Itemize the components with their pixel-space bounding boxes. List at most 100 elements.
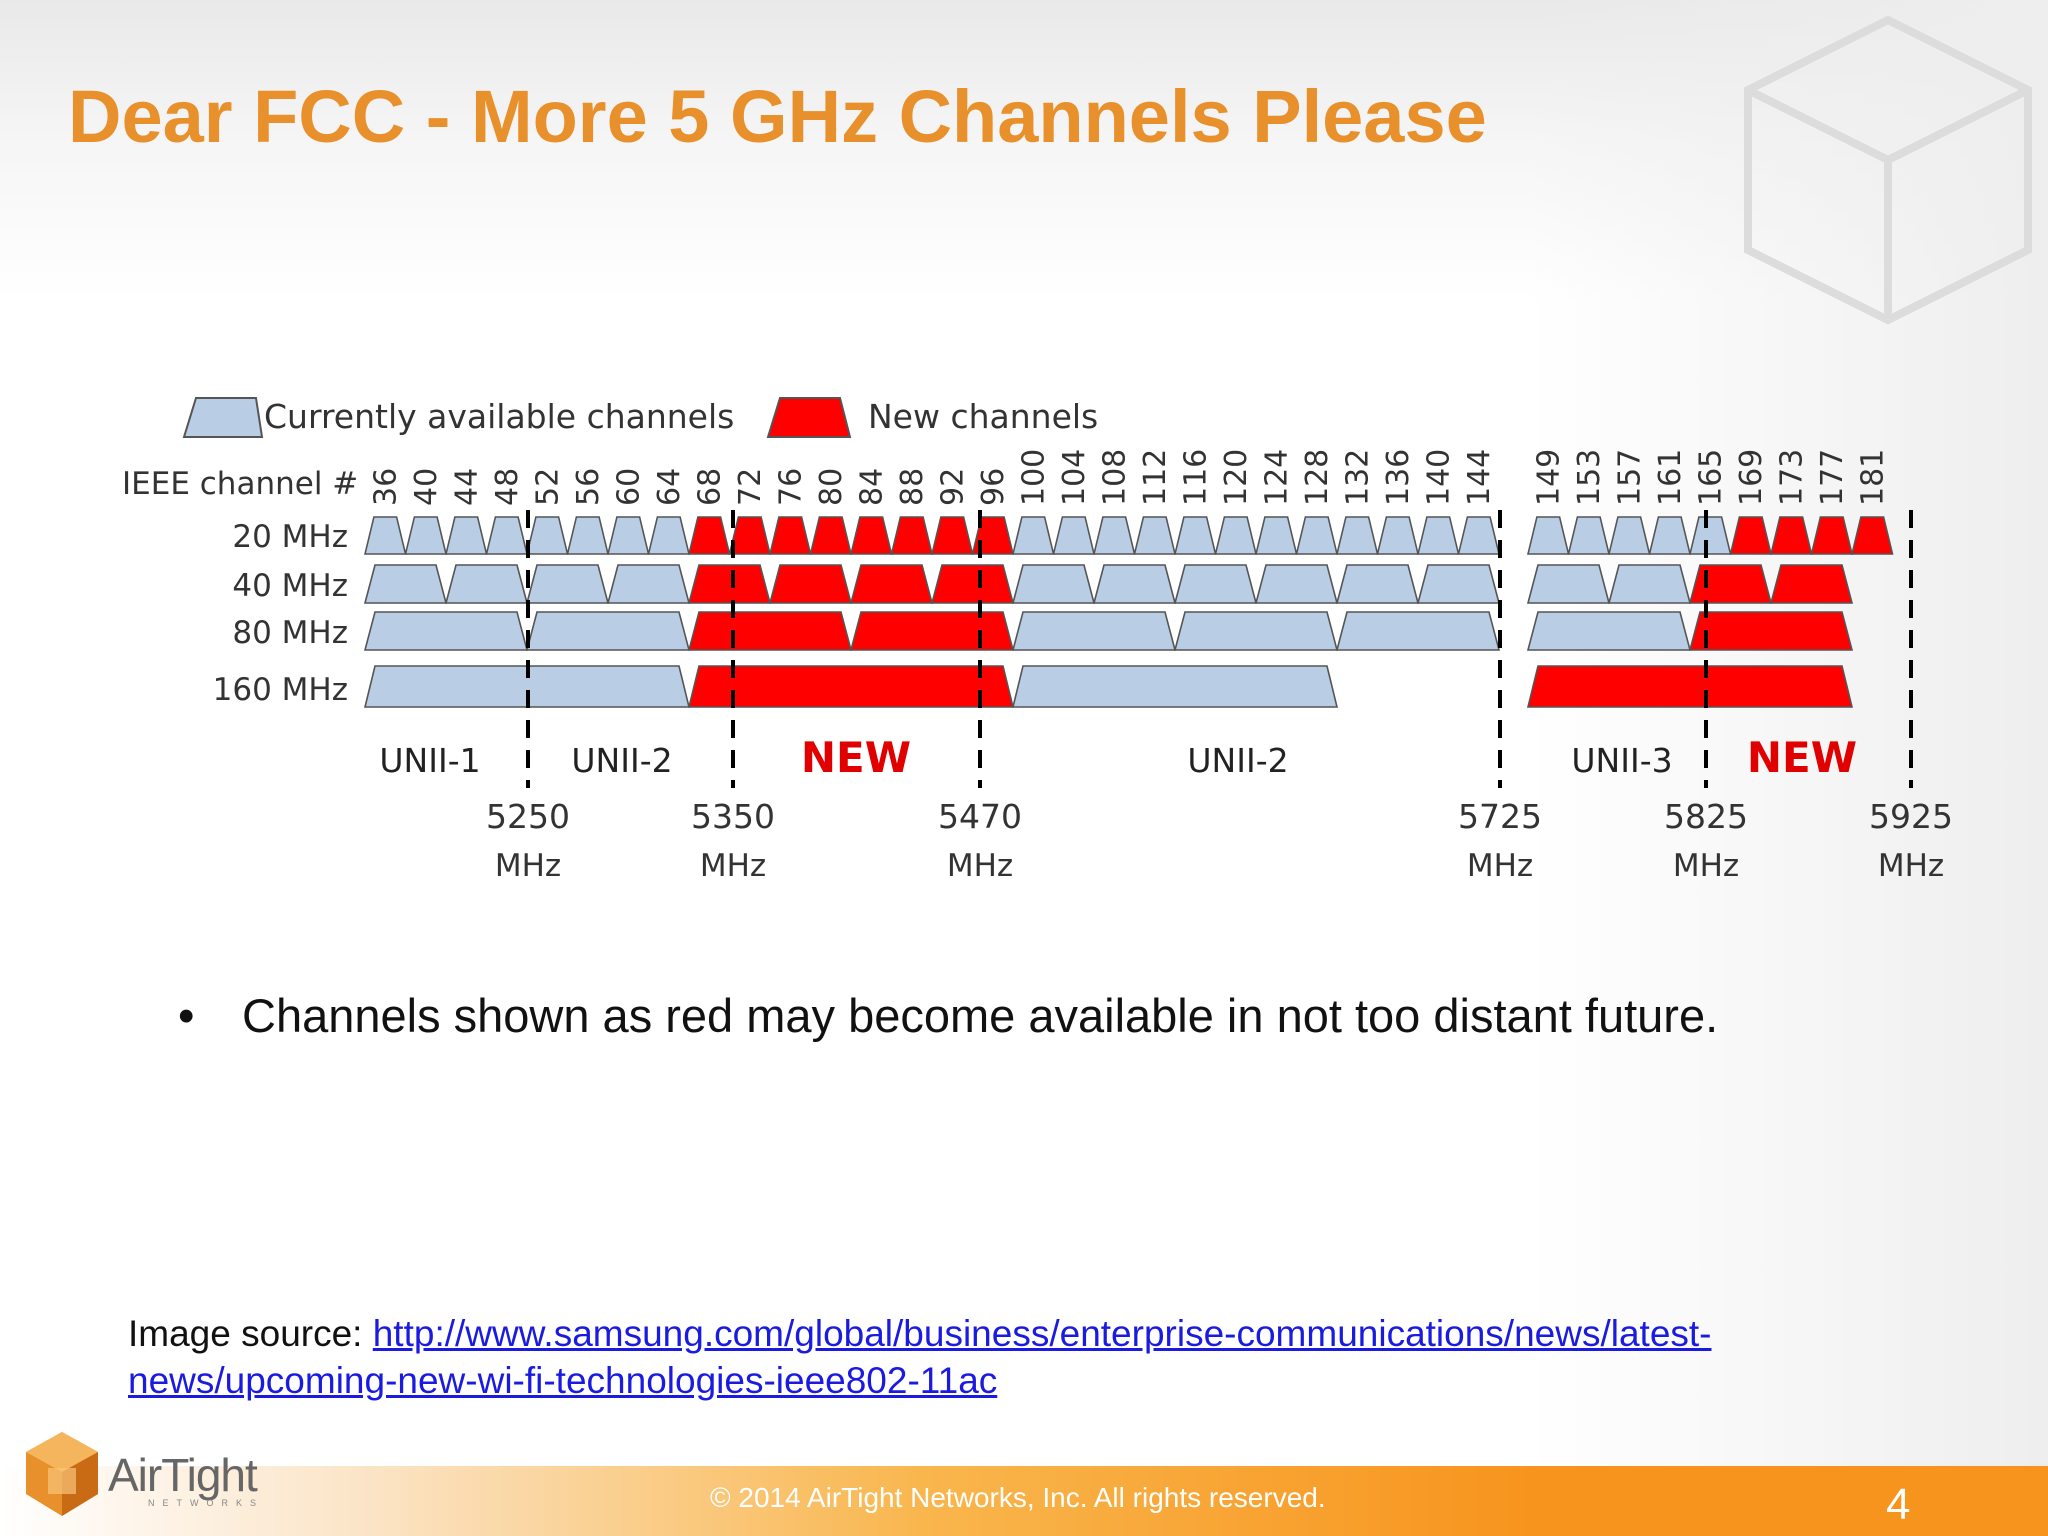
current-channel-block: [525, 516, 569, 555]
band-label: UNII-2: [571, 741, 672, 780]
channel-number-label: 116: [1178, 449, 1213, 506]
current-channel-block: [525, 611, 691, 651]
current-channel-block: [1526, 564, 1611, 604]
channel-number-label: 64: [652, 468, 687, 506]
band-label: NEW: [801, 733, 911, 782]
new-channel-block: [849, 516, 893, 555]
channel-number-label: 52: [530, 468, 565, 506]
current-channel-block: [1011, 665, 1339, 708]
channel-number-label: 157: [1612, 449, 1647, 506]
current-channel-block: [444, 516, 488, 555]
channel-number-label: 48: [490, 468, 525, 506]
frequency-unit-label: MHz: [1878, 848, 1944, 884]
new-channel-block: [930, 516, 974, 555]
band-label: UNII-1: [379, 741, 480, 780]
new-channel-block: [1526, 665, 1854, 708]
channel-number-label: 96: [976, 468, 1011, 506]
frequency-value-label: 5825: [1664, 797, 1748, 836]
logo-text: AirTight: [108, 1449, 258, 1501]
current-channel-block: [1607, 516, 1651, 555]
channel-number-label: 112: [1138, 449, 1173, 506]
current-channel-block: [1526, 611, 1692, 651]
legend-current-swatch: [182, 397, 264, 438]
new-channel-block: [687, 564, 772, 604]
current-channel-block: [1607, 564, 1692, 604]
channel-number-label: 100: [1016, 449, 1051, 506]
current-channel-block: [1376, 516, 1420, 555]
current-channel-block: [566, 516, 610, 555]
channel-number-label: 84: [854, 468, 889, 506]
current-channel-block: [1335, 611, 1501, 651]
channel-number-label: 132: [1340, 449, 1375, 506]
channel-number-label: 153: [1572, 449, 1607, 506]
channel-number-label: 169: [1734, 449, 1769, 506]
frequency-value-label: 5470: [938, 797, 1022, 836]
new-channel-block: [890, 516, 934, 555]
current-channel-block: [1254, 564, 1339, 604]
channel-number-label: 173: [1774, 449, 1809, 506]
channel-number-label: 177: [1815, 449, 1850, 506]
page-number: 4: [1886, 1480, 1911, 1529]
channel-number-label: 120: [1219, 449, 1254, 506]
decorative-cube-icon: [1744, 15, 2032, 325]
current-channel-block: [606, 516, 650, 555]
current-channel-block: [363, 611, 529, 651]
new-channel-block: [1769, 516, 1813, 555]
airtight-logo-icon: [26, 1432, 98, 1516]
bullet-marker: •: [178, 989, 195, 1042]
band-label: UNII-3: [1571, 741, 1672, 780]
frequency-value-label: 5250: [486, 797, 570, 836]
current-channel-block: [444, 564, 529, 604]
current-channel-block: [1416, 516, 1460, 555]
current-channel-block: [1457, 516, 1501, 555]
current-channel-block: [363, 564, 448, 604]
channel-number-label: 76: [773, 468, 808, 506]
image-source-label: Image source:: [128, 1313, 373, 1354]
current-channel-block: [1648, 516, 1692, 555]
current-channel-block: [1416, 564, 1501, 604]
new-channel-block: [809, 516, 853, 555]
row-label: 80 MHz: [232, 615, 348, 651]
channel-number-label: 40: [409, 468, 444, 506]
channel-number-label: 181: [1855, 449, 1890, 506]
current-channel-block: [1688, 516, 1732, 555]
channel-number-label: 144: [1462, 449, 1497, 506]
image-source: Image source: http://www.samsung.com/glo…: [128, 1310, 1928, 1404]
image-source-link[interactable]: http://www.samsung.com/global/business/e…: [128, 1313, 1712, 1401]
channel-number-label: 149: [1531, 449, 1566, 506]
new-channel-block: [728, 516, 772, 555]
current-channel-block: [1295, 516, 1339, 555]
slide-background-right: [1528, 0, 2048, 1536]
new-channel-block: [849, 611, 1015, 651]
channel-number-label: 128: [1300, 449, 1335, 506]
new-channel-block: [687, 516, 731, 555]
channel-number-label: 36: [368, 468, 403, 506]
channel-number-label: 60: [611, 468, 646, 506]
row-label: 20 MHz: [232, 519, 348, 555]
current-channel-block: [1092, 564, 1177, 604]
frequency-value-label: 5350: [691, 797, 775, 836]
new-channel-block: [1688, 564, 1773, 604]
current-channel-block: [485, 516, 529, 555]
channel-number-label: 165: [1693, 449, 1728, 506]
frequency-value-label: 5925: [1869, 797, 1953, 836]
channel-number-label: 161: [1653, 449, 1688, 506]
slide-title: Dear FCC - More 5 GHz Channels Please: [68, 75, 1487, 158]
current-channel-block: [404, 516, 448, 555]
channel-number-label: 80: [814, 468, 849, 506]
current-channel-block: [647, 516, 691, 555]
band-label: NEW: [1747, 733, 1857, 782]
new-channel-block: [849, 564, 934, 604]
new-channel-block: [687, 665, 1015, 708]
current-channel-block: [1011, 564, 1096, 604]
channel-number-label: 140: [1421, 449, 1456, 506]
current-channel-block: [1173, 516, 1217, 555]
channel-number-label: 104: [1057, 449, 1092, 506]
new-channel-block: [768, 516, 812, 555]
current-channel-block: [1335, 516, 1379, 555]
bullet-text: Channels shown as red may become availab…: [242, 989, 1719, 1042]
current-channel-block: [1092, 516, 1136, 555]
channel-header-label: IEEE channel #: [122, 466, 358, 502]
new-channel-block: [1688, 611, 1854, 651]
channel-number-label: 124: [1259, 449, 1294, 506]
